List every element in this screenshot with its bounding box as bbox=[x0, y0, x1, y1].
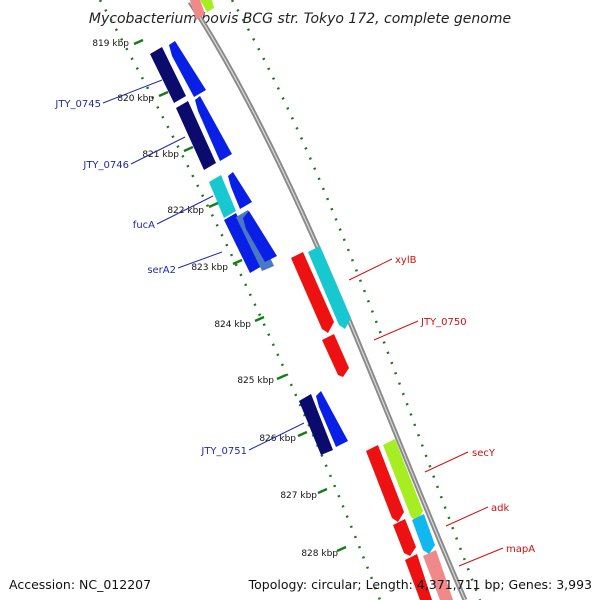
gene-blue-5[interactable] bbox=[316, 391, 348, 447]
gene-xylB[interactable] bbox=[291, 252, 334, 333]
kbp-label: 824 kbp bbox=[214, 320, 251, 330]
kbp-label: 819 kbp bbox=[92, 39, 129, 49]
kbp-labels: 819 kbp 820 kbp 821 kbp 822 kbp 823 kbp … bbox=[92, 39, 338, 559]
gene-label[interactable]: JTY_0745 bbox=[54, 99, 101, 110]
gene-label[interactable]: JTY_0746 bbox=[82, 160, 129, 171]
outer-dotted-ring bbox=[230, 0, 482, 600]
connector-serA2 bbox=[177, 251, 223, 269]
map-title: Mycobacterium bovis BCG str. Tokyo 172, … bbox=[89, 11, 511, 27]
tick-826 bbox=[297, 430, 308, 438]
connector-JTY_0751 bbox=[248, 422, 305, 451]
kbp-label: 828 kbp bbox=[301, 549, 338, 559]
gene-label[interactable]: JTY_0751 bbox=[200, 446, 247, 457]
kbp-label: 825 kbp bbox=[237, 376, 274, 386]
gene-JTY_0751[interactable] bbox=[299, 394, 333, 455]
gene-serA2[interactable] bbox=[224, 213, 262, 273]
connector-JTY_0745 bbox=[102, 79, 163, 104]
forward-strand-genes bbox=[190, 0, 453, 600]
gene-blue-2[interactable] bbox=[195, 96, 232, 161]
gene-cyan-1[interactable] bbox=[308, 246, 351, 329]
gene-secY[interactable] bbox=[366, 445, 404, 522]
tick-824 bbox=[254, 315, 265, 323]
gene-label[interactable]: fucA bbox=[133, 220, 155, 231]
connector-xylB bbox=[348, 258, 393, 281]
gene-JTY_0750[interactable] bbox=[322, 334, 349, 377]
tick-822 bbox=[208, 201, 219, 209]
major-ticks bbox=[133, 38, 347, 553]
backbone-line bbox=[187, 0, 468, 600]
tick-825 bbox=[276, 373, 287, 381]
kbp-label: 826 kbp bbox=[259, 434, 296, 444]
gene-blue-1[interactable] bbox=[169, 41, 206, 97]
tick-820 bbox=[158, 90, 169, 98]
gene-top-lime[interactable] bbox=[200, 0, 214, 12]
reverse-strand-genes bbox=[150, 41, 348, 455]
gene-top-pink[interactable] bbox=[190, 0, 205, 20]
gene-label[interactable]: JTY_0750 bbox=[420, 317, 467, 328]
connector-adk bbox=[445, 506, 489, 527]
gene-blue-4[interactable] bbox=[243, 211, 277, 262]
tick-821 bbox=[183, 145, 194, 153]
label-connectors bbox=[102, 79, 504, 567]
kbp-label: 821 kbp bbox=[142, 150, 179, 160]
kbp-label: 827 kbp bbox=[280, 491, 317, 501]
gene-fucA[interactable] bbox=[209, 175, 236, 218]
topology-text: Topology: circular; Length: 4,371,711 bp… bbox=[248, 577, 592, 592]
tick-823 bbox=[232, 258, 243, 266]
gene-label[interactable]: xylB bbox=[395, 255, 417, 266]
tick-828 bbox=[336, 545, 347, 553]
gene-label[interactable]: serA2 bbox=[147, 265, 176, 276]
gene-JTY_0746[interactable] bbox=[176, 101, 216, 170]
gene-label[interactable]: adk bbox=[491, 503, 509, 514]
gene-adk[interactable] bbox=[393, 519, 416, 556]
gene-blue-3[interactable] bbox=[228, 172, 252, 209]
connector-mapA bbox=[458, 547, 504, 567]
gene-JTY_0745[interactable] bbox=[150, 47, 186, 103]
tick-827 bbox=[317, 487, 328, 495]
gene-red-bottom[interactable] bbox=[405, 554, 432, 600]
tick-819 bbox=[133, 38, 144, 46]
gene-cyan-2[interactable] bbox=[412, 514, 435, 554]
connector-JTY_0746 bbox=[130, 136, 186, 165]
kbp-label: 820 kbp bbox=[117, 94, 154, 104]
gene-mapA[interactable] bbox=[423, 550, 453, 600]
inner-dotted-ring bbox=[98, 0, 382, 600]
backbone-highlight bbox=[189, 1, 466, 600]
connector-secY bbox=[424, 451, 469, 473]
kbp-label: 822 kbp bbox=[167, 206, 204, 216]
gene-labels: JTY_0745 JTY_0746 fucA serA2 JTY_0751 xy… bbox=[54, 99, 535, 555]
gene-label[interactable]: secY bbox=[472, 448, 496, 459]
accession-text: Accession: NC_012207 bbox=[9, 577, 152, 592]
connector-JTY_0750 bbox=[373, 320, 419, 341]
gene-label[interactable]: mapA bbox=[506, 544, 535, 555]
kbp-label: 823 kbp bbox=[191, 263, 228, 273]
gene-lime-1[interactable] bbox=[383, 439, 423, 521]
connector-fucA bbox=[156, 195, 214, 225]
